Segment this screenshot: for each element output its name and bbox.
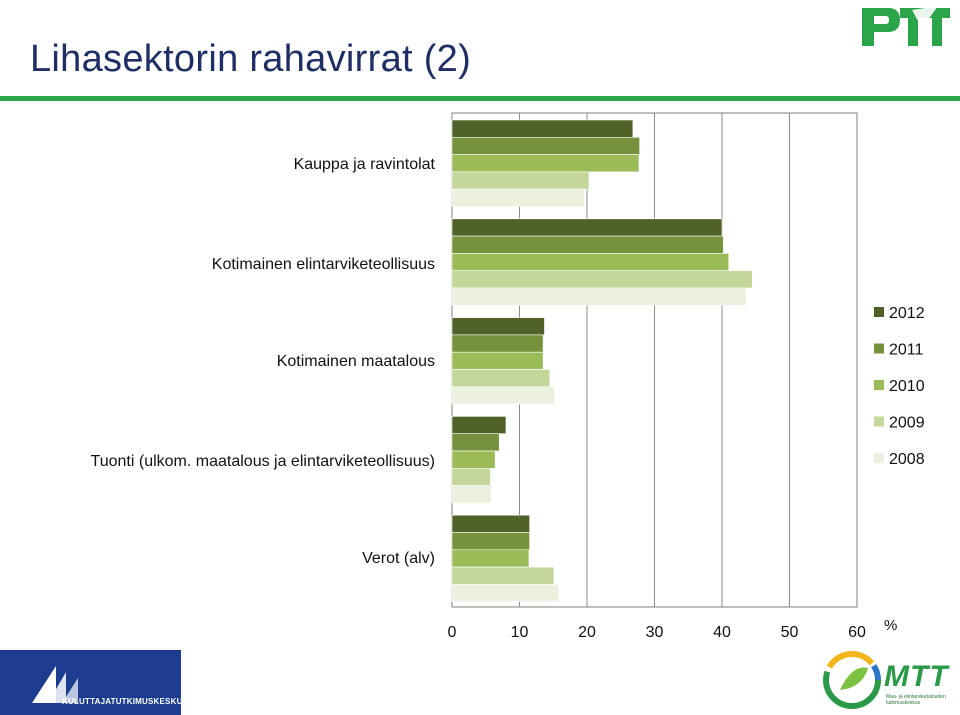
bar-2009-0 — [451, 171, 590, 190]
legend-label: 2010 — [889, 378, 925, 395]
kuluttajatutkimuskeskus-text: KULUTTAJATUTKIMUSKESKUS — [62, 697, 189, 706]
title-divider — [0, 96, 960, 101]
category-label: Kotimainen elintarviketeollisuus — [212, 256, 435, 273]
ptt-logo — [862, 6, 950, 46]
mtt-swirl-icon — [823, 651, 881, 709]
bar-2009-1 — [451, 270, 753, 289]
sail-icon — [32, 666, 78, 703]
legend-swatch-2008 — [874, 453, 884, 463]
bar-2009-4 — [451, 566, 555, 585]
bar-2010-4 — [451, 549, 530, 568]
x-tick-label: 40 — [713, 624, 731, 641]
category-label: Kotimainen maatalous — [277, 353, 435, 370]
x-tick-label: 20 — [578, 624, 596, 641]
bar-2012-1 — [451, 218, 723, 237]
x-tick-label: 10 — [511, 624, 529, 641]
legend-swatch-2011 — [874, 343, 884, 354]
mtt-wordmark: MTT — [884, 660, 949, 693]
category-label: Tuonti (ulkom. maatalous ja elintarviket… — [91, 453, 435, 470]
mtt-subtitle: Maa- ja elintarviketalouden tutkimuskesk… — [886, 694, 946, 706]
bar-2010-1 — [451, 253, 730, 271]
bar-2011-0 — [451, 137, 640, 155]
bar-2012-4 — [451, 514, 530, 533]
bar-2008-4 — [451, 584, 559, 603]
bar-chart: Kauppa ja ravintolat Kotimainen elintarvi… — [91, 112, 925, 641]
bar-2008-0 — [451, 188, 585, 207]
bar-2008-2 — [451, 386, 555, 405]
bar-2008-1 — [451, 287, 747, 306]
bar-2009-3 — [451, 467, 491, 486]
legend-label: 2012 — [889, 305, 925, 322]
mtt-logo: MTT Maa- ja elintarviketalouden tutkimus… — [818, 646, 960, 715]
bar-2011-3 — [451, 433, 500, 452]
bar-2010-0 — [451, 154, 640, 173]
x-tick-label: 0 — [448, 624, 457, 641]
bars-group — [451, 119, 753, 603]
x-tick-label: 50 — [781, 624, 799, 641]
legend-swatch-2012 — [874, 307, 884, 317]
legend-label: 2011 — [889, 342, 924, 359]
kuluttajatutkimuskeskus-logo: KULUTTAJATUTKIMUSKESKUS — [0, 650, 188, 715]
legend-swatch-2009 — [874, 416, 884, 427]
x-tick-label: 60 — [848, 624, 866, 641]
legend: 2012 2011 2010 2009 2008 — [874, 305, 925, 468]
page-title: Lihasektorin rahavirrat (2) — [30, 38, 472, 80]
bar-2008-3 — [451, 485, 492, 504]
x-tick-labels: 0 10 20 30 40 50 60 — [448, 624, 866, 641]
x-axis-unit-label: % — [884, 617, 897, 634]
bar-2012-0 — [451, 119, 634, 138]
category-label: Kauppa ja ravintolat — [294, 156, 436, 173]
legend-swatch-2010 — [874, 380, 884, 390]
legend-label: 2008 — [889, 451, 925, 468]
bar-2009-2 — [451, 369, 551, 388]
category-label: Verot (alv) — [362, 550, 435, 567]
bar-2011-2 — [451, 334, 544, 353]
category-labels: Kauppa ja ravintolat Kotimainen elintarvi… — [91, 156, 436, 567]
x-tick-label: 30 — [646, 624, 664, 641]
bar-2012-2 — [451, 317, 545, 336]
bar-2010-3 — [451, 450, 496, 469]
bar-2012-3 — [451, 416, 507, 434]
bar-2010-2 — [451, 351, 544, 370]
legend-label: 2009 — [889, 415, 925, 432]
bar-2011-1 — [451, 235, 724, 254]
bar-2011-4 — [451, 532, 530, 551]
